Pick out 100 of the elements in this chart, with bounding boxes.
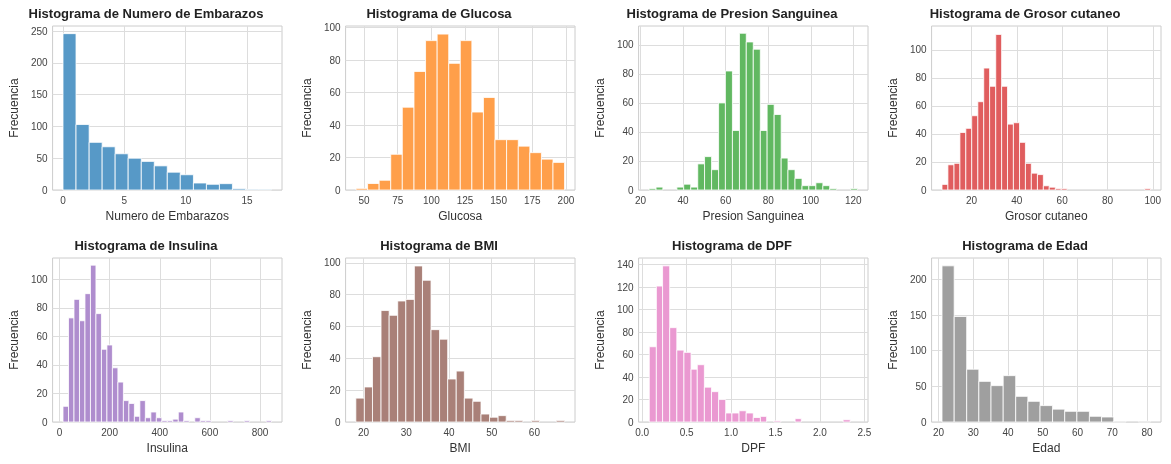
x-tick-label: 60 [528,426,541,438]
y-axis-title: Frecuencia [300,78,314,138]
x-tick-label: 20 [357,426,370,438]
y-tick-label: 100 [616,304,635,316]
x-tick-label: 50 [1037,426,1049,438]
y-tick-label: 80 [915,72,928,84]
y-tick-label: 80 [622,326,635,338]
y-tick-label: 0 [921,184,928,196]
y-tick-label: 40 [329,119,342,131]
x-tick-label: 40 [443,426,455,438]
chart-title: Histograma de Grosor cutaneo [929,6,1121,21]
x-tick-label: 30 [400,426,413,438]
x-tick-label: 40 [1011,194,1023,206]
y-tick-label: 50 [915,380,928,392]
y-axis-title: Frecuencia [300,310,314,370]
x-axis-title: BMI [449,441,471,455]
y-tick-label: 20 [915,156,928,168]
y-tick-label: 0 [42,416,49,428]
x-tick-label: 80 [1101,194,1114,206]
x-tick-label: 120 [844,194,863,206]
x-tick-label: 0.0 [635,426,650,438]
y-tick-label: 0 [628,184,635,196]
x-axis-title: Presion Sanguinea [702,209,805,223]
y-tick-label: 20 [329,384,342,396]
y-tick-label: 100 [30,120,49,132]
x-tick-label: 75 [392,194,404,206]
y-tick-label: 60 [329,320,342,332]
x-tick-label: 100 [802,194,820,206]
y-tick-label: 60 [36,330,49,342]
x-tick-label: 600 [201,426,219,438]
y-tick-label: 0 [335,416,342,428]
y-tick-label: 100 [616,39,635,51]
y-tick-label: 150 [909,309,928,321]
x-tick-label: 800 [251,426,269,438]
y-tick-label: 80 [329,54,342,66]
y-tick-label: 20 [622,394,635,406]
x-tick-label: 400 [151,426,169,438]
x-tick-label: 60 [1072,426,1084,438]
y-tick-label: 40 [622,126,635,138]
x-tick-label: 0 [60,194,67,206]
x-tick-label: 2.0 [813,426,828,438]
y-tick-label: 60 [915,100,928,112]
x-tick-label: 175 [523,194,542,206]
x-tick-label: 1.0 [724,426,739,438]
y-tick-label: 60 [329,87,342,99]
y-tick-label: 40 [36,359,49,371]
x-tick-label: 15 [241,194,254,206]
y-tick-label: 20 [329,152,342,164]
y-tick-label: 50 [36,152,49,164]
x-tick-label: 40 [677,194,690,206]
y-tick-label: 250 [30,25,49,37]
y-tick-label: 80 [36,302,49,314]
x-tick-label: 200 [557,194,575,206]
x-tick-label: 70 [1106,426,1119,438]
y-tick-label: 0 [921,416,928,428]
x-tick-label: 60 [720,194,732,206]
x-tick-label: 150 [490,194,508,206]
y-tick-label: 200 [30,57,49,69]
x-tick-label: 40 [1002,426,1015,438]
x-tick-label: 50 [486,426,498,438]
y-tick-label: 60 [622,97,635,109]
y-tick-label: 150 [30,89,49,101]
chart-title: Histograma de Glucosa [366,6,513,21]
y-tick-label: 120 [616,281,635,293]
chart-title: Histograma de Numero de Embarazos [28,6,264,21]
x-tick-label: 100 [423,194,441,206]
y-tick-label: 100 [909,44,928,56]
x-tick-label: 20 [965,194,978,206]
x-tick-label: 2.5 [857,426,872,438]
y-tick-label: 100 [323,257,342,269]
x-tick-label: 100 [1144,194,1162,206]
y-tick-label: 80 [329,289,342,301]
chart-title: Histograma de Presion Sanguinea [626,6,839,21]
x-tick-label: 20 [932,426,945,438]
y-tick-label: 20 [622,155,635,167]
x-tick-label: 200 [101,426,119,438]
y-axis-title: Frecuencia [886,78,900,138]
x-tick-label: 125 [456,194,474,206]
y-tick-label: 0 [42,184,49,196]
y-axis-title: Frecuencia [886,310,900,370]
y-axis-title: Frecuencia [593,310,607,370]
x-axis-title: DPF [741,441,766,455]
x-axis-title: Numero de Embarazos [105,209,229,223]
y-tick-label: 40 [915,128,928,140]
x-axis-title: Grosor cutaneo [1004,209,1088,223]
y-tick-label: 0 [335,184,342,196]
x-tick-label: 5 [121,194,128,206]
x-tick-label: 50 [358,194,371,206]
y-axis-title: Frecuencia [7,310,21,370]
x-tick-label: 60 [1056,194,1069,206]
x-tick-label: 80 [762,194,775,206]
chart-title: Histograma de Insulina [74,238,219,253]
x-axis-title: Edad [1032,441,1061,455]
y-tick-label: 140 [616,259,635,271]
y-tick-label: 40 [622,371,635,383]
x-tick-label: 80 [1141,426,1154,438]
y-tick-label: 40 [329,352,342,364]
y-tick-label: 100 [323,22,342,34]
chart-title: Histograma de Edad [962,238,1088,253]
y-axis-title: Frecuencia [7,78,21,138]
